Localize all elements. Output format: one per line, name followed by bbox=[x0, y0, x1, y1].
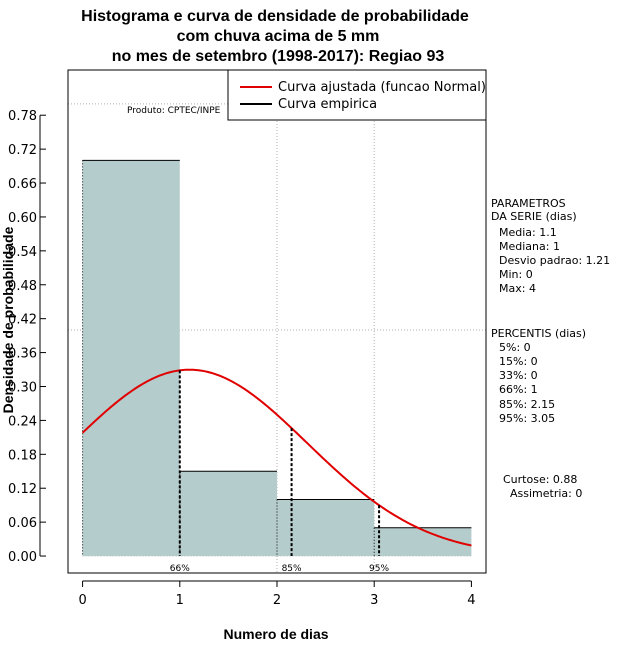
credit-text: Produto: CPTEC/INPE bbox=[127, 106, 221, 116]
percentile-label-2: 85% bbox=[282, 564, 302, 574]
legend-fit-label: Curva ajustada (funcao Normal) bbox=[278, 80, 486, 95]
y-tick-label: 0.18 bbox=[8, 448, 37, 463]
percentil-15: 15%: 0 bbox=[499, 355, 538, 368]
stat-max: Max: 4 bbox=[499, 282, 536, 295]
stat-desvio: Desvio padrao: 1.21 bbox=[499, 254, 610, 267]
y-axis-title: Densidade de probabilidade bbox=[0, 226, 16, 413]
stats-panel: PARAMETROS DA SERIE (dias) Media: 1.1 Me… bbox=[491, 197, 610, 500]
x-tick-label: 4 bbox=[467, 593, 475, 608]
title-line-1: Histograma e curva de densidade de proba… bbox=[81, 8, 469, 25]
percentil-66: 66%: 1 bbox=[499, 383, 538, 396]
percentile-label-3: 95% bbox=[369, 564, 389, 574]
histogram-bar-1 bbox=[82, 160, 180, 557]
percentil-33: 33%: 0 bbox=[499, 369, 538, 382]
y-tick-label: 0.24 bbox=[8, 414, 37, 429]
x-tick-label: 3 bbox=[370, 593, 378, 608]
chart-title: Histograma e curva de densidade de proba… bbox=[81, 8, 469, 65]
parametros-title-2: DA SERIE (dias) bbox=[491, 210, 577, 223]
percentile-label-1: 66% bbox=[170, 564, 190, 574]
legend: Curva ajustada (funcao Normal) Curva emp… bbox=[227, 69, 487, 121]
y-tick-label: 0.54 bbox=[8, 245, 37, 260]
y-tick-label: 0.30 bbox=[8, 380, 37, 395]
y-tick-label: 0.60 bbox=[8, 211, 37, 226]
stat-mediana: Mediana: 1 bbox=[499, 240, 560, 253]
y-tick-label: 0.00 bbox=[8, 550, 37, 565]
y-tick-label: 0.36 bbox=[8, 347, 37, 362]
histogram-bar-2 bbox=[179, 471, 277, 557]
curtose: Curtose: 0.88 bbox=[503, 473, 577, 486]
axes: 0.00 0.06 0.12 0.18 0.24 0.30 0.36 0.42 0.48 0.54… bbox=[8, 109, 476, 608]
y-tick-label: 0.12 bbox=[8, 482, 37, 497]
x-axis-title: Numero de dias bbox=[223, 626, 328, 642]
y-tick-label: 0.48 bbox=[8, 279, 37, 294]
title-line-3: no mes de setembro (1998-2017): Regiao 9… bbox=[112, 48, 445, 65]
normal-fit-curve bbox=[81, 368, 472, 547]
x-tick-label: 0 bbox=[78, 593, 86, 608]
y-tick-label: 0.06 bbox=[8, 516, 37, 531]
y-tick-label: 0.42 bbox=[8, 313, 37, 328]
y-tick-label: 0.66 bbox=[8, 177, 37, 192]
y-tick-label: 0.78 bbox=[8, 109, 37, 124]
legend-empirical-label: Curva empirica bbox=[278, 97, 377, 112]
legend-box bbox=[227, 69, 487, 121]
y-tick-label: 0.72 bbox=[8, 143, 37, 158]
parametros-title-1: PARAMETROS bbox=[491, 197, 566, 210]
x-tick-label: 2 bbox=[273, 593, 281, 608]
title-line-2: com chuva acima de 5 mm bbox=[177, 28, 380, 45]
percentil-85: 85%: 2.15 bbox=[499, 398, 555, 411]
stat-media: Media: 1.1 bbox=[499, 226, 557, 239]
x-tick-label: 1 bbox=[176, 593, 184, 608]
percentis-title: PERCENTIS (dias) bbox=[491, 327, 586, 340]
histogram-bar-3 bbox=[277, 499, 375, 557]
stat-min: Min: 0 bbox=[499, 268, 533, 281]
percentil-5: 5%: 0 bbox=[499, 341, 531, 354]
plot-area: 66% 85% 95% bbox=[68, 70, 486, 574]
assimetria: Assimetria: 0 bbox=[510, 487, 582, 500]
percentil-95: 95%: 3.05 bbox=[499, 412, 555, 425]
